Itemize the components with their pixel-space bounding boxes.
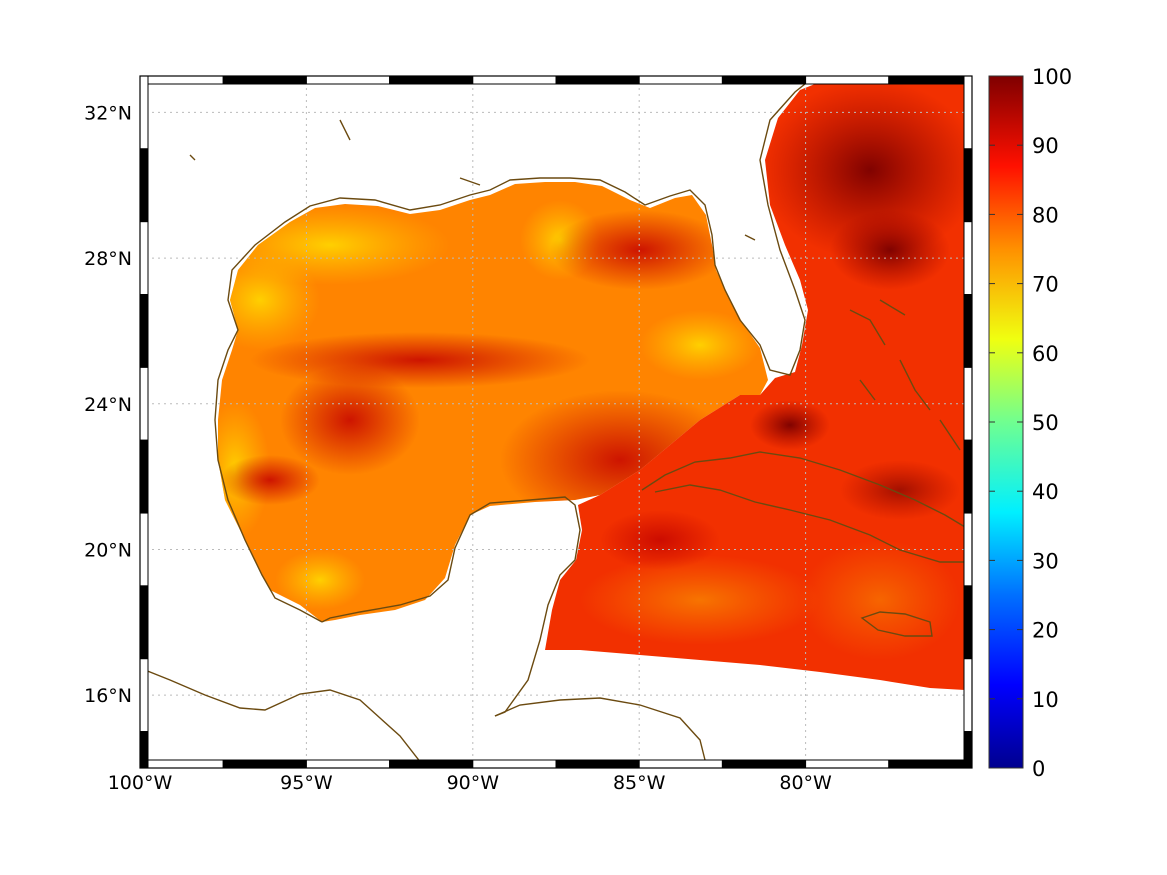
frame-segment	[963, 366, 973, 441]
frame-segment	[139, 512, 149, 587]
frame-segment	[555, 759, 640, 769]
frame-segment	[389, 759, 474, 769]
lat-tick-label: 24°N	[84, 394, 132, 416]
red-band-ne	[550, 210, 730, 290]
frame-segment	[222, 759, 307, 769]
frame-segment	[305, 75, 391, 85]
frame-segment	[139, 759, 224, 769]
frame-segment	[638, 759, 723, 769]
red-eddy-band	[250, 332, 590, 388]
frame-segment	[805, 759, 890, 769]
frame-segment	[139, 75, 224, 85]
colorbar-tick-label: 90	[1032, 134, 1059, 158]
frame-segment	[139, 731, 149, 769]
frame-segment	[888, 75, 973, 85]
caribbean-orange-2	[800, 540, 960, 660]
bahamas-coast	[849, 299, 961, 451]
lon-tick-label: 85°W	[613, 772, 666, 794]
us-mexico-gulf-coast	[140, 76, 816, 768]
frame-segment	[139, 75, 149, 150]
frame-segment	[389, 75, 474, 85]
longitude-labels: 100°W 95°W 90°W 85°W 80°W	[108, 772, 832, 794]
atl-dark-2	[830, 210, 950, 290]
caribbean-orange-1	[580, 555, 820, 645]
frame-segment	[963, 658, 973, 733]
lat-tick-label: 20°N	[84, 539, 132, 561]
gridlines	[140, 76, 972, 768]
colorbar-tick-label: 60	[1032, 342, 1059, 366]
frame-segment	[472, 75, 557, 85]
lon-tick-label: 100°W	[108, 772, 173, 794]
colorbar-tick-label: 10	[1032, 688, 1059, 712]
frame-segment	[805, 75, 890, 85]
frame-segment	[139, 439, 149, 514]
central-america-coast	[494, 697, 706, 761]
colorbar-tick-label: 20	[1032, 619, 1059, 643]
frame-segment	[963, 439, 973, 514]
colorbar-tick-label: 70	[1032, 273, 1059, 297]
lat-tick-label: 16°N	[84, 685, 132, 707]
yellow-blob-sw	[275, 550, 365, 610]
lon-tick-label: 90°W	[447, 772, 500, 794]
caribbean-red	[600, 510, 720, 570]
frame-segment	[139, 294, 149, 368]
red-eddy-core	[280, 365, 420, 475]
yucatan-islands	[189, 119, 756, 241]
frame-segment	[888, 759, 973, 769]
lat-tick-label: 28°N	[84, 248, 132, 270]
frame-segment	[963, 512, 973, 587]
frame-segment	[139, 366, 149, 441]
atl-dark-1	[760, 84, 965, 260]
lat-tick-label: 32°N	[84, 102, 132, 124]
red-band-sw	[220, 455, 320, 505]
colorbar-tick-label: 100	[1032, 65, 1072, 89]
frame-segment	[963, 294, 973, 368]
colorbar-tick-label: 50	[1032, 411, 1059, 435]
lon-tick-label: 95°W	[280, 772, 333, 794]
frame-segment	[305, 759, 391, 769]
coastlines	[140, 76, 972, 768]
yellow-blob-nw	[218, 250, 320, 350]
frame-segment	[555, 75, 640, 85]
frame-segment	[139, 658, 149, 733]
frame-border	[139, 75, 973, 769]
latitude-labels: 32°N 28°N 24°N 20°N 16°N	[84, 102, 132, 707]
cuba-coast	[641, 451, 972, 563]
frame-segment	[963, 221, 973, 296]
lon-tick-label: 80°W	[779, 772, 832, 794]
frame-segment	[222, 75, 307, 85]
colorbar-tick-label: 40	[1032, 480, 1059, 504]
map-frame	[139, 75, 973, 769]
frame-segment	[139, 221, 149, 296]
jamaica-coast	[860, 611, 933, 637]
frame-segment	[963, 731, 973, 769]
yellow-blob-east	[640, 310, 760, 380]
frame-segment	[963, 75, 973, 150]
colorbar-tick-label: 80	[1032, 203, 1059, 227]
florida-strait-dark	[750, 400, 830, 450]
frame-segment	[721, 75, 807, 85]
colorbar-tick-label: 0	[1032, 757, 1045, 781]
cuba-north-dark	[840, 460, 960, 520]
colorbar-tick-label: 30	[1032, 549, 1059, 573]
frame-segment	[638, 75, 723, 85]
frame-segment	[963, 585, 973, 660]
frame-segment	[139, 585, 149, 660]
data-field	[218, 84, 965, 690]
frame-segment	[963, 148, 973, 223]
frame-segment	[139, 148, 149, 223]
frame-segment	[721, 759, 807, 769]
frame-segment	[472, 759, 557, 769]
